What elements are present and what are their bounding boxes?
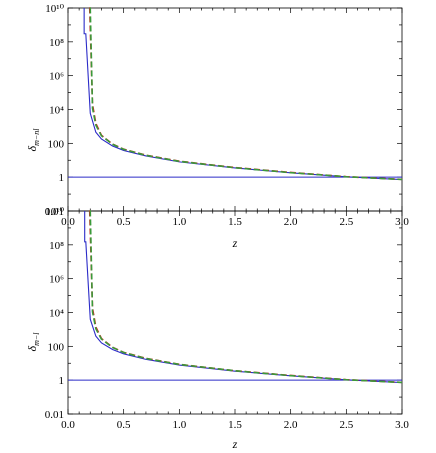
- top-plot-frame: [67, 7, 403, 212]
- top-tick-labels: 0.0 0.5 1.0 1.5 2.0 2.5 3.00.01110010⁴10⁶10⁸10…: [45, 3, 410, 228]
- bottom-y-tick-label: 10⁴: [49, 308, 64, 320]
- top-y-axis-label-sub: m−nl: [32, 128, 41, 146]
- bottom-y-axis-label: δm−l: [25, 332, 41, 352]
- top-x-tick-label: 1.0: [172, 216, 186, 228]
- bottom-x-tick-label: 1.5: [228, 419, 242, 431]
- bottom-x-tick-label: 2.0: [284, 419, 298, 431]
- bottom-y-tick-label: 0.01: [45, 409, 64, 421]
- bottom-tick-labels: 0.0 0.5 1.0 1.5 2.0 2.5 3.0 0.01 1 100 10⁴ 10⁶ 10⁸ 10…: [45, 206, 410, 431]
- bottom-y-tick-label: 10⁸: [49, 240, 64, 252]
- bottom-y-tick-label: 10⁶: [49, 274, 64, 286]
- top-x-axis-label: z: [232, 236, 238, 250]
- top-series-blue-solid: [83, 8, 403, 181]
- top-x-tick-label: 2.5: [339, 216, 353, 228]
- top-x-tick-label: 1.5: [228, 216, 242, 228]
- bottom-x-tick-label: 1.0: [172, 419, 186, 431]
- top-chart: 0.0 0.5 1.0 1.5 2.0 2.5 3.00.01110010⁴10⁶10⁸10…: [25, 3, 409, 250]
- top-ticks: [67, 7, 403, 212]
- top-y-tick-label: 10⁶: [49, 71, 64, 83]
- top-y-tick-label: 10⁴: [49, 105, 64, 117]
- bottom-series-green-dashed: [89, 210, 403, 384]
- top-x-tick-label: 2.0: [284, 216, 298, 228]
- bottom-y-axis-label-main: δ: [25, 345, 39, 351]
- bottom-y-tick-label: 1: [59, 375, 65, 387]
- top-y-axis-label-main: δ: [25, 145, 39, 151]
- bottom-ticks: [67, 210, 403, 415]
- bottom-y-axis-label-sub: m−l: [32, 332, 41, 346]
- bottom-chart: 0.0 0.5 1.0 1.5 2.0 2.5 3.0 0.01 1 100 10⁴ 10⁶ 10⁸ 10…: [25, 206, 409, 451]
- bottom-x-axis-label: z: [232, 437, 238, 451]
- top-x-tick-label: 0.5: [117, 216, 131, 228]
- bottom-x-tick-label: 3.0: [395, 419, 409, 431]
- bottom-x-tick-label: 0.5: [117, 419, 131, 431]
- top-y-tick-label: 0.01: [45, 206, 64, 218]
- top-y-tick-label: 100: [48, 138, 65, 150]
- bottom-x-tick-label: 0.0: [61, 419, 75, 431]
- top-series-green-dashed: [89, 7, 403, 181]
- bottom-x-tick-label: 2.5: [339, 419, 353, 431]
- top-y-tick-label: 1: [59, 172, 65, 184]
- bottom-y-tick-label: 10¹⁰: [45, 206, 64, 218]
- bottom-curves-layer: [84, 210, 403, 384]
- top-y-tick-label: 10¹⁰: [45, 3, 64, 15]
- bottom-y-tick-label: 100: [48, 341, 65, 353]
- top-y-tick-label: 10⁸: [49, 37, 64, 49]
- top-y-axis-label: δm−nl: [25, 128, 41, 152]
- top-curves-layer: [83, 7, 403, 181]
- bottom-series-blue-solid: [84, 211, 403, 384]
